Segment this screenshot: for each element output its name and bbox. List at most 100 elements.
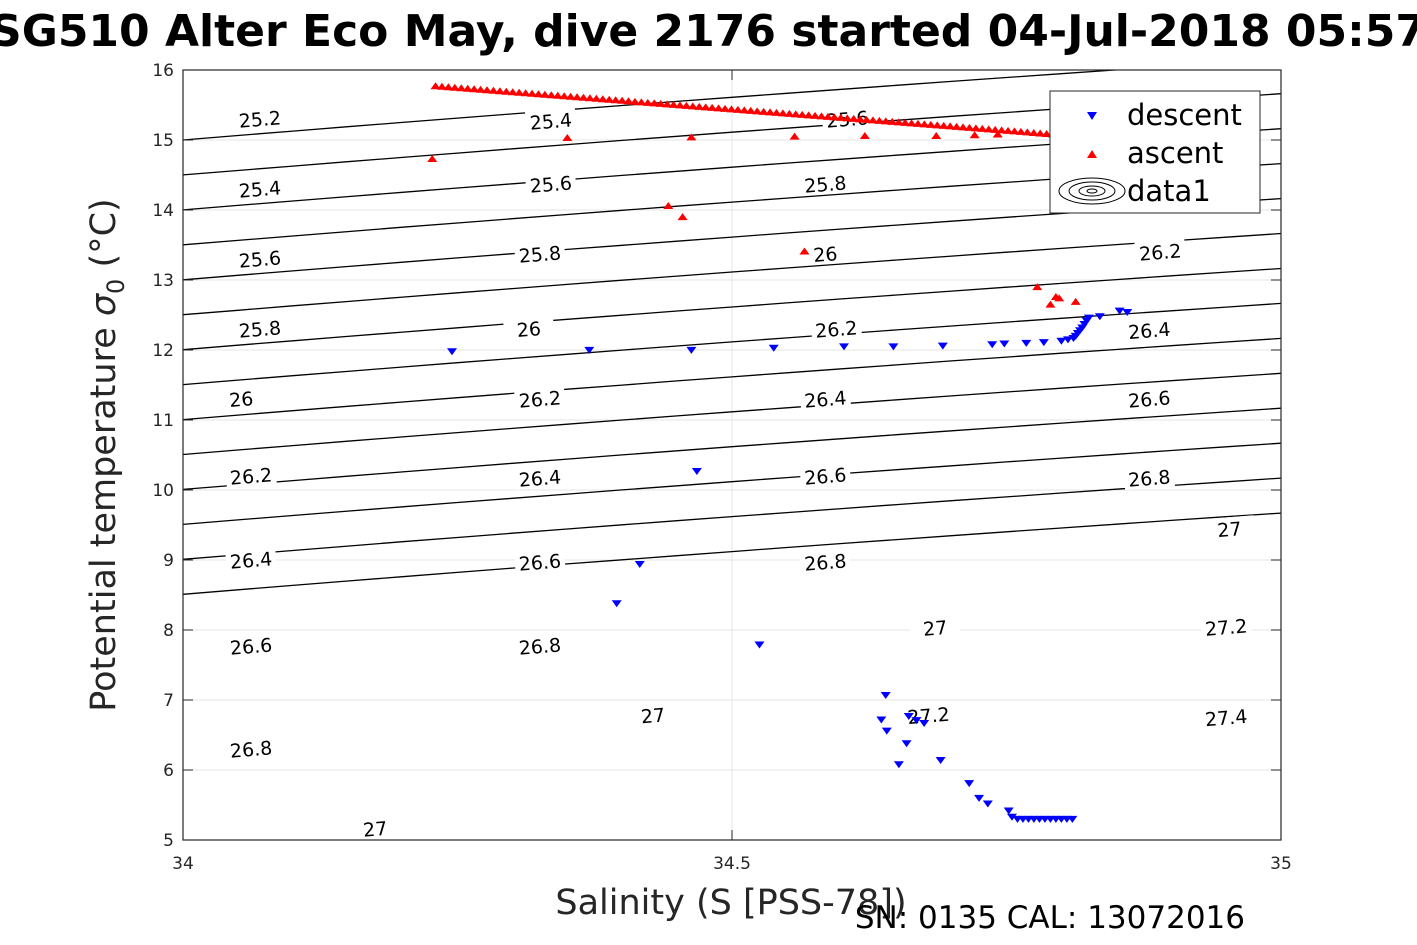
contour-label-bg (524, 170, 577, 197)
legend-label-descent: descent (1127, 98, 1242, 132)
ascent-point (713, 104, 724, 112)
ascent-point (436, 82, 447, 90)
descent-point (982, 800, 993, 808)
ascent-point (655, 99, 666, 107)
descent-point (964, 780, 975, 788)
ascent-point (507, 88, 518, 96)
ascent-point (449, 83, 460, 91)
ascent-point (462, 84, 473, 92)
ascent-point (700, 103, 711, 111)
contour-label-bg (1200, 703, 1252, 730)
contour-label: 26.4 (803, 387, 847, 412)
isopycnal-line (183, 337, 1281, 421)
ascent-point (677, 213, 688, 221)
contour-labels: 25.225.425.425.625.625.625.825.825.82626… (215, 104, 1256, 842)
descent-point (1003, 807, 1014, 815)
ascent-point (539, 90, 550, 98)
contour-label: 26 (516, 318, 542, 342)
descent-point (1122, 309, 1133, 317)
ascent-point (925, 120, 936, 128)
ascent-point (562, 134, 573, 142)
chart-title: SG510 Alter Eco May, dive 2176 started 0… (0, 6, 1417, 57)
contour-label-bg (233, 104, 286, 132)
descent-point (768, 344, 779, 352)
contour-label-bg (799, 240, 852, 267)
ascent-point (597, 95, 608, 103)
contour-label: 25.8 (518, 242, 562, 267)
ascent-point (663, 201, 674, 209)
ascent-point (1070, 297, 1081, 305)
ascent-point (520, 89, 531, 97)
contour-label-bg (225, 461, 277, 489)
ascent-point (494, 87, 505, 95)
ascent-point (765, 108, 776, 116)
ascent-point (546, 91, 557, 99)
ascent-point (810, 111, 821, 119)
ascent-point (992, 130, 1003, 138)
descent-point (1067, 815, 1078, 823)
contour-label: 26.6 (229, 634, 273, 659)
ascent-point (726, 105, 737, 113)
isopycnal-line (183, 512, 1281, 595)
ascent-point (1054, 294, 1065, 302)
legend-label-data1: data1 (1127, 174, 1211, 208)
descent-point (1062, 336, 1073, 344)
descent-point (584, 346, 595, 354)
y-tick-label: 13 (152, 271, 174, 291)
ascent-point (835, 113, 846, 121)
contour-label: 26.2 (814, 317, 858, 342)
x-tick-label: 34 (172, 854, 194, 874)
contour-label: 26.6 (803, 464, 847, 489)
y-tick-label: 9 (163, 551, 174, 571)
ascent-point (932, 121, 943, 129)
contour-label-bg (799, 384, 852, 412)
contour-label: 26.8 (518, 634, 562, 659)
ascent-point (996, 126, 1007, 134)
contour-label: 26.4 (1127, 319, 1171, 344)
ascent-point (559, 92, 570, 100)
ascent-point (912, 119, 923, 127)
ascent-point (969, 131, 980, 139)
x-axis-ticks: 34 34.5 35 (172, 70, 1292, 874)
ascent-point (514, 88, 525, 96)
descent-point (1114, 307, 1125, 315)
contour-label: 25.6 (238, 247, 282, 272)
ascent-point (977, 124, 988, 132)
ascent-point (1041, 129, 1052, 137)
ascent-point (842, 114, 853, 122)
ascent-point (867, 116, 878, 124)
contour-label-bg (513, 548, 566, 575)
y-tick-label: 15 (152, 131, 174, 151)
contour-label-bg (810, 314, 863, 342)
contour-label: 25.8 (238, 317, 282, 342)
contour-label-bg (1200, 613, 1252, 640)
contour-label: 25.2 (238, 107, 282, 132)
ascent-point (482, 86, 493, 94)
contour-label-bg (225, 632, 277, 659)
descent-point (937, 342, 948, 350)
descent-point (974, 794, 985, 802)
ascent-point (488, 86, 499, 94)
contour-label: 26.6 (518, 550, 562, 575)
contour-label: 26.2 (229, 464, 273, 489)
footer-serial: SN: 0135 CAL: 13072016 (855, 900, 1245, 936)
y-tick-label: 12 (152, 341, 174, 361)
ascent-point (681, 101, 692, 109)
descent-point (686, 346, 697, 354)
ascent-point (906, 119, 917, 127)
ascent-point (931, 131, 942, 139)
contour-label-bg (799, 548, 852, 575)
ascent-point (501, 87, 512, 95)
legend-marker-contour-icon (1058, 177, 1126, 205)
descent-point (935, 757, 946, 765)
ascent-point (874, 116, 885, 124)
descent-point (838, 343, 849, 351)
ascent-point (816, 112, 827, 120)
ascent-point (720, 104, 731, 112)
ascent-point (694, 102, 705, 110)
descent-point (911, 717, 922, 725)
contour-label: 27.4 (1204, 706, 1248, 731)
isopycnal-line (183, 70, 1125, 141)
legend-marker-ascent (1087, 150, 1097, 158)
x-axis-label: Salinity (S [PSS-78]) (555, 883, 906, 923)
